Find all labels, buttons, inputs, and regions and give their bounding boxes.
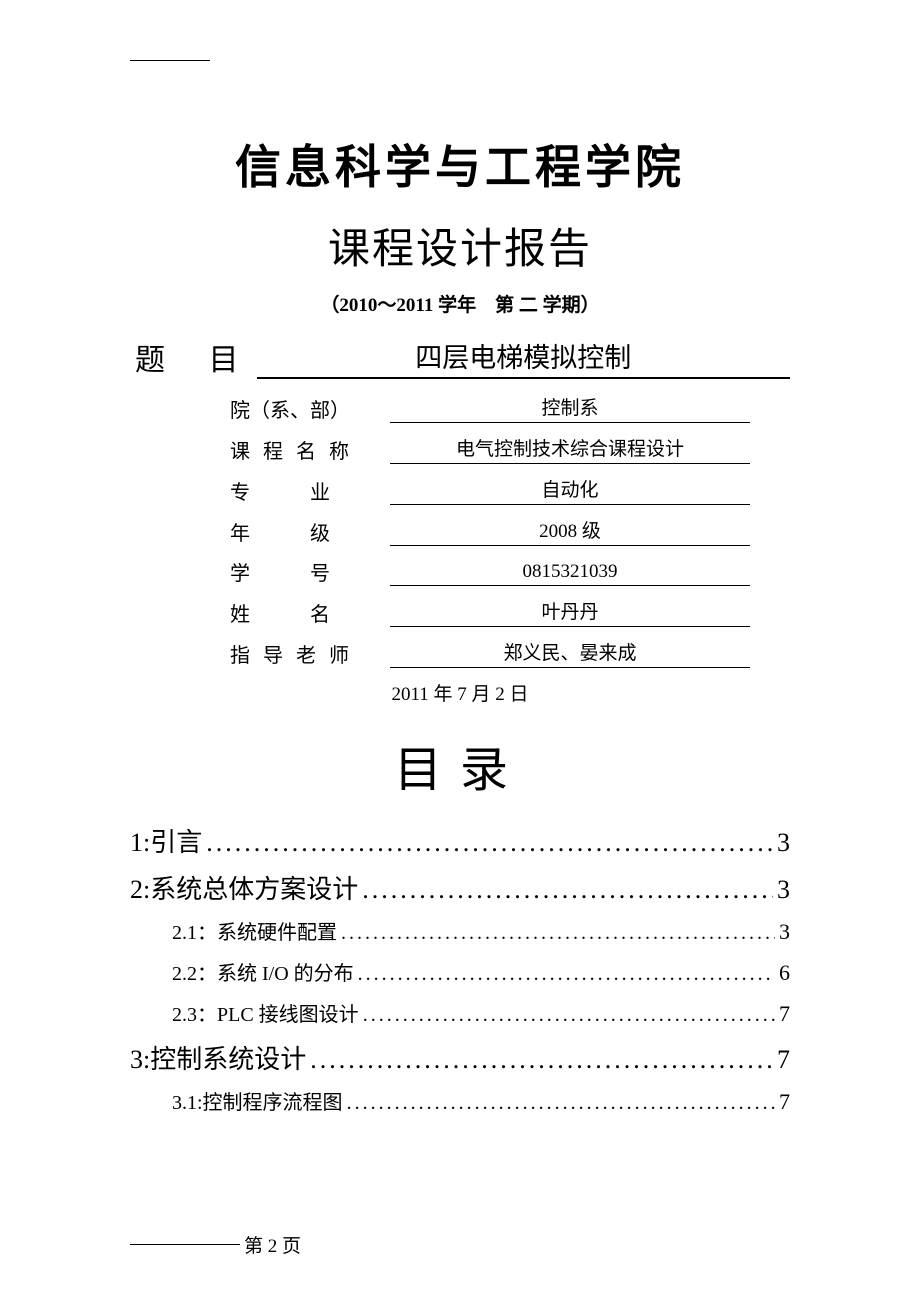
toc-dots: ........................................… <box>310 1045 773 1075</box>
semester-info: （2010～2011 学年 第 二 学期） <box>130 290 790 317</box>
info-row: 指 导 老 师郑义民、晏来成 <box>230 638 750 668</box>
info-label: 学 号 <box>230 557 390 586</box>
info-row: 学 号0815321039 <box>230 557 750 586</box>
toc-item: 2:系统总体方案设计..............................… <box>130 869 790 906</box>
info-label: 院（系、部） <box>230 394 390 423</box>
toc-page-number: 7 <box>777 1045 790 1075</box>
info-value: 0815321039 <box>390 561 750 586</box>
toc-text: 2.3：PLC 接线图设计 <box>172 998 359 1027</box>
project-title-row: 题 目 四层电梯模拟控制 <box>130 335 790 379</box>
footer-divider <box>130 1244 240 1245</box>
info-value: 叶丹丹 <box>390 597 750 627</box>
toc-dots: ........................................… <box>358 963 775 986</box>
info-label: 姓 名 <box>230 598 390 627</box>
toc-item: 2.3：PLC 接线图设计...........................… <box>130 998 790 1027</box>
toc-page-number: 3 <box>777 828 790 858</box>
toc-text: 2.2：系统 I/O 的分布 <box>172 957 354 986</box>
toc-list: 1:引言....................................… <box>130 822 790 1115</box>
info-section: 院（系、部）控制系课 程 名 称电气控制技术综合课程设计专 业自动化年 级200… <box>130 393 790 668</box>
top-divider <box>130 60 210 61</box>
toc-text: 2.1：系统硬件配置 <box>172 916 337 945</box>
toc-item: 2.2：系统 I/O 的分布..........................… <box>130 957 790 986</box>
school-name: 信息科学与工程学院 <box>130 131 790 197</box>
project-value: 四层电梯模拟控制 <box>257 336 791 379</box>
toc-text: 3.1:控制程序流程图 <box>172 1086 343 1115</box>
toc-page-number: 7 <box>779 1001 790 1027</box>
toc-text: 1:引言 <box>130 822 202 859</box>
report-title: 课程设计报告 <box>130 215 790 276</box>
info-row: 课 程 名 称电气控制技术综合课程设计 <box>230 434 750 464</box>
info-value: 2008 级 <box>390 516 750 546</box>
toc-dots: ........................................… <box>341 922 775 945</box>
report-date: 2011 年 7 月 2 日 <box>130 679 790 706</box>
info-value: 控制系 <box>390 393 750 423</box>
info-value: 电气控制技术综合课程设计 <box>390 434 750 464</box>
project-label: 题 目 <box>135 335 257 379</box>
toc-dots: ........................................… <box>362 875 773 905</box>
info-label: 课 程 名 称 <box>230 435 390 464</box>
toc-text: 3:控制系统设计 <box>130 1039 306 1076</box>
toc-title: 目录 <box>130 730 790 800</box>
info-label: 专 业 <box>230 476 390 505</box>
info-row: 院（系、部）控制系 <box>230 393 750 423</box>
info-row: 专 业自动化 <box>230 475 750 505</box>
toc-item: 1:引言....................................… <box>130 822 790 859</box>
info-value: 自动化 <box>390 475 750 505</box>
info-label: 指 导 老 师 <box>230 639 390 668</box>
toc-dots: ........................................… <box>206 828 773 858</box>
toc-dots: ........................................… <box>347 1092 775 1115</box>
toc-item: 2.1：系统硬件配置..............................… <box>130 916 790 945</box>
toc-text: 2:系统总体方案设计 <box>130 869 358 906</box>
toc-item: 3:控制系统设计................................… <box>130 1039 790 1076</box>
info-value: 郑义民、晏来成 <box>390 638 750 668</box>
info-row: 姓 名叶丹丹 <box>230 597 750 627</box>
info-label: 年 级 <box>230 517 390 546</box>
toc-page-number: 3 <box>777 875 790 905</box>
page-footer: 第 2 页 <box>130 1231 301 1258</box>
toc-page-number: 6 <box>779 960 790 986</box>
info-row: 年 级2008 级 <box>230 516 750 546</box>
toc-page-number: 7 <box>779 1089 790 1115</box>
page-number: 第 2 页 <box>244 1231 301 1258</box>
toc-item: 3.1:控制程序流程图.............................… <box>130 1086 790 1115</box>
toc-page-number: 3 <box>779 919 790 945</box>
toc-dots: ........................................… <box>363 1004 775 1027</box>
